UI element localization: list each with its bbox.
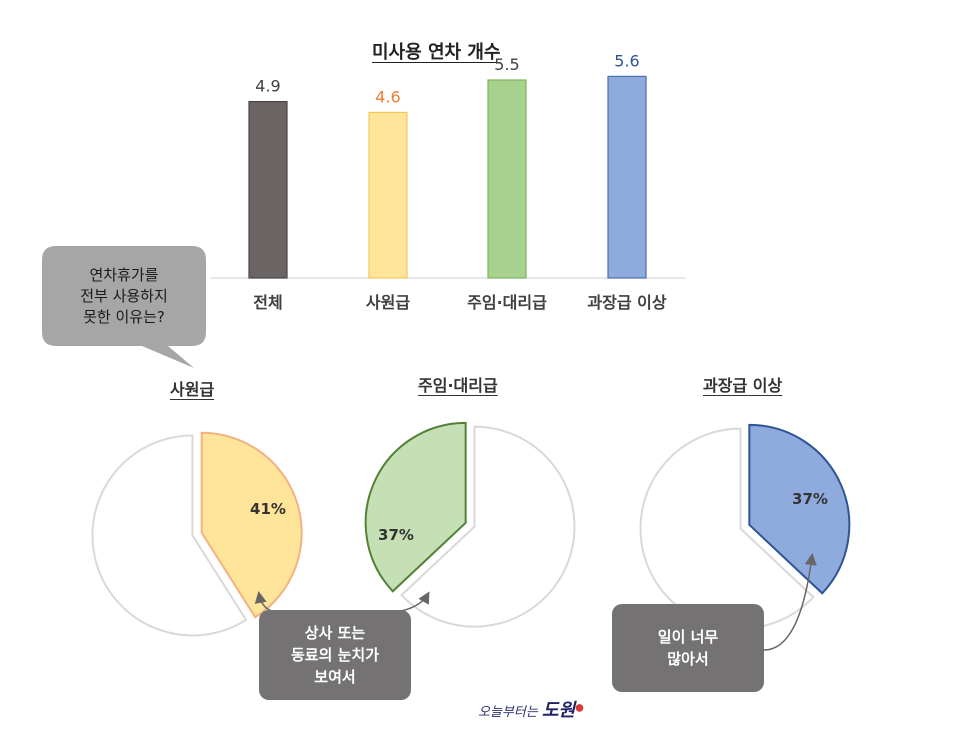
bubble-line: 전부 사용하지 [80,286,168,305]
logo-big-text: 도원 [541,700,576,721]
reason-line: 일이 너무 [657,628,719,646]
bar-value-label: 4.9 [255,77,280,96]
pie-percent-label: 37% [792,490,828,508]
pie-rest-slice [91,434,248,637]
pie-highlight-slice [200,431,303,619]
reason-box-colleagues: 상사 또는 동료의 눈치가 보여서 [259,610,411,700]
bar-1 [368,111,408,279]
logo-dot-icon: ● [575,702,584,714]
bar-category-label: 과장급 이상 [587,293,666,312]
bar-value-label: 5.5 [494,55,519,74]
bar-category-label: 주임·대리급 [467,293,547,312]
bar-value-label: 5.6 [614,51,639,70]
reason-line: 많아서 [667,650,709,668]
question-bubble: 연차휴가를 전부 사용하지 못한 이유는? [42,246,212,372]
pie-title-assistant-manager: 주임·대리급 [418,376,498,395]
pie-percent-label: 41% [250,500,286,518]
logo-small-text: 오늘부터는 [478,705,538,720]
bar-3 [607,75,647,279]
pie-highlight-slice [364,421,467,593]
bubble-tail-shape [42,246,206,368]
reason-box-workload: 일이 너무 많아서 [612,604,764,692]
pie-highlight-slice [748,423,851,595]
brand-logo: 오늘부터는 도원● [478,696,584,722]
reason-line: 상사 또는 [304,624,366,642]
pie-title-manager-and-above: 과장급 이상 [703,376,783,395]
callout-arrow [763,553,817,651]
reason-line: 보여서 [314,668,356,686]
pie-rest-slice [639,427,815,630]
bar-0 [248,100,288,279]
pie-rest-slice [400,425,576,628]
bar-2 [487,79,527,279]
bubble-line: 연차휴가를 [89,265,159,284]
reason-line: 동료의 눈치가 [290,646,380,664]
bar-category-label: 전체 [253,293,282,312]
bar-chart-title: 미사용 연차 개수 [372,42,501,63]
bar-value-label: 4.6 [375,87,400,106]
pie-percent-label: 37% [378,526,414,544]
bubble-line: 못한 이유는? [83,307,165,326]
bar-category-label: 사원급 [366,293,410,312]
pie-title-staff: 사원급 [170,380,215,399]
